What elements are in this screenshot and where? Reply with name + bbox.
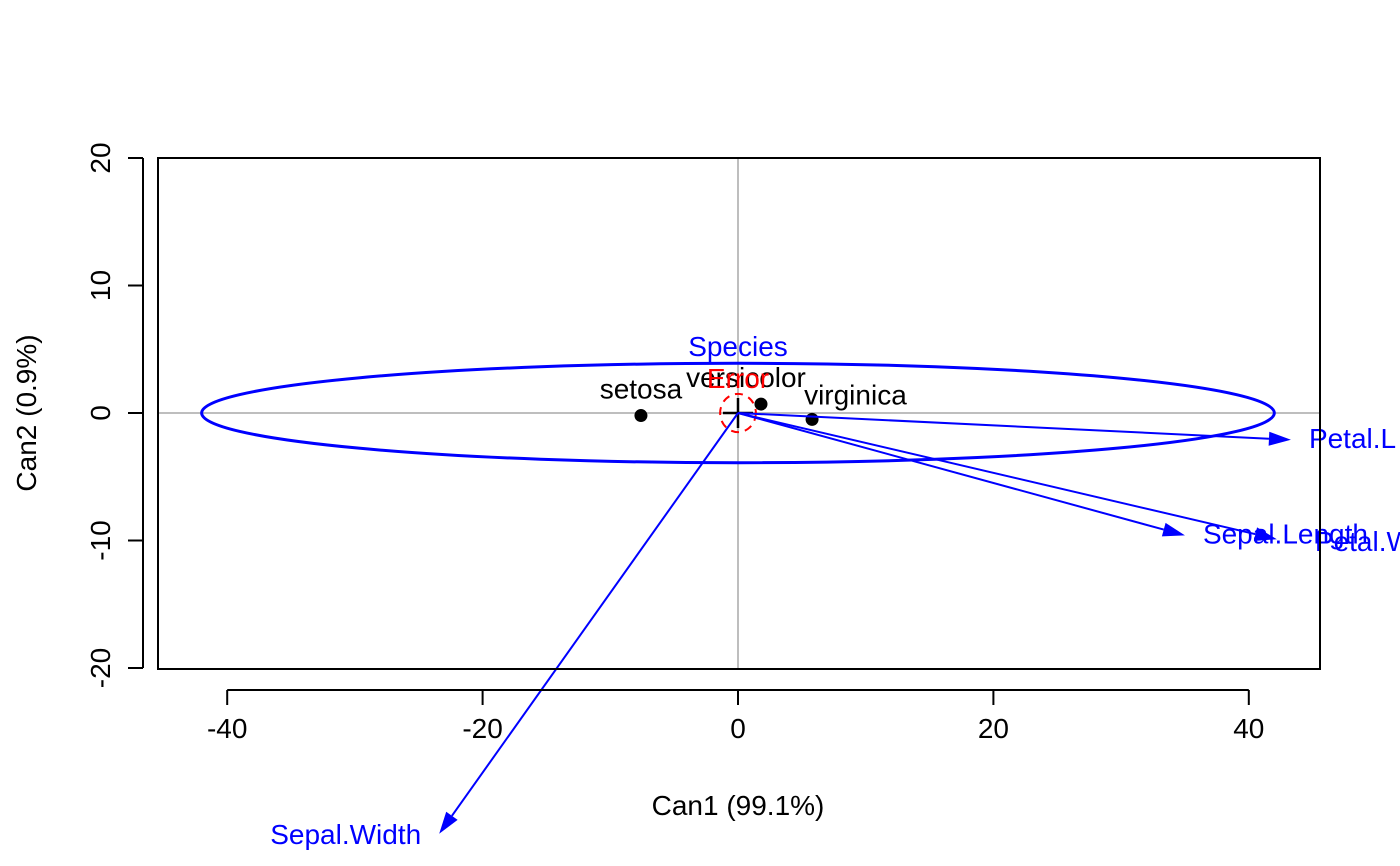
petal-width-vector xyxy=(737,412,1256,536)
petal-length-label: Petal.L xyxy=(1309,423,1396,454)
petal-length-arrowhead xyxy=(1268,431,1291,446)
x-tick-label: 0 xyxy=(730,713,746,744)
y-tick-label: 0 xyxy=(85,405,116,421)
sepal-length-vector xyxy=(737,412,1164,531)
species-ellipse-label: Species xyxy=(688,331,788,362)
setosa-point xyxy=(634,409,648,423)
y-tick-label: -20 xyxy=(85,648,116,688)
versicolor-point xyxy=(754,397,768,411)
error-ellipse-label: Error xyxy=(707,363,769,394)
versicolor-label: versicolor xyxy=(686,362,806,393)
vectors xyxy=(439,412,1291,834)
sepal-length-label: Sepal.Length xyxy=(1203,518,1368,549)
setosa-label: setosa xyxy=(600,374,683,405)
x-tick-label: -40 xyxy=(207,713,247,744)
x-tick-label: -20 xyxy=(462,713,502,744)
virginica-label: virginica xyxy=(804,379,907,410)
y-axis-title: Can2 (0.9%) xyxy=(11,334,42,491)
y-tick-label: 20 xyxy=(85,142,116,173)
axes: -40 -20 0 20 40 -20 -10 0 10 20 Can1 (99.1%) Can2 (… xyxy=(11,142,1321,821)
x-tick-label: 40 xyxy=(1233,713,1264,744)
sepal-width-label: Sepal.Width xyxy=(270,819,421,850)
sepal-width-vector xyxy=(451,412,739,817)
petal-width-arrowhead xyxy=(1253,527,1277,542)
y-tick-label: -10 xyxy=(85,520,116,560)
sepal-length-arrowhead xyxy=(1161,522,1185,537)
x-axis-title: Can1 (99.1%) xyxy=(652,790,825,821)
petal-length-vector xyxy=(737,412,1270,440)
sepal-width-arrowhead xyxy=(439,811,458,834)
petal-width-label: Petal.W xyxy=(1315,526,1400,557)
y-tick-label: 10 xyxy=(85,270,116,301)
x-tick-label: 20 xyxy=(978,713,1009,744)
species-ellipse xyxy=(200,361,1276,465)
virginica-point xyxy=(805,412,819,426)
plot-frame xyxy=(157,157,1321,670)
